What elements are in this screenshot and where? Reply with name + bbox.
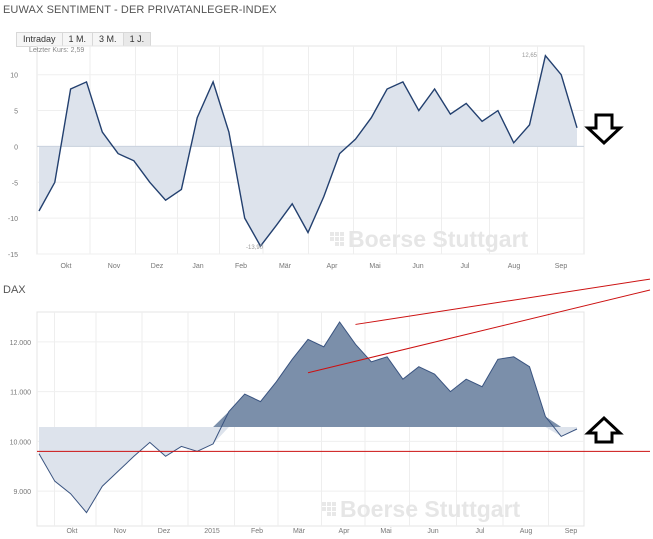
sentiment-watermark: Boerse Stuttgart [330, 226, 529, 252]
watermark-logo-cell [322, 507, 326, 511]
dax-chart-title: DAX [3, 284, 26, 296]
watermark-logo-cell [340, 242, 344, 246]
x-tick-label: Mai [369, 263, 381, 270]
watermark-text: Boerse Stuttgart [340, 496, 521, 522]
trendline [307, 289, 651, 374]
dax-area-below-baseline [39, 427, 577, 513]
y-tick-label: -15 [8, 252, 18, 259]
watermark-logo-cell [332, 502, 336, 506]
dax-line [38, 321, 578, 514]
dax-x-ticks: Okt Nov Dez 2015 Feb Mär Apr Mai Jun Jul Aug Sep [67, 528, 578, 535]
x-tick-label: Okt [61, 263, 72, 270]
x-tick-label: Jun [427, 528, 438, 535]
x-tick-label: Mär [293, 528, 306, 535]
watermark-logo-cell [330, 237, 334, 241]
watermark-logo-cell [332, 507, 336, 511]
watermark-logo-cell [332, 512, 336, 516]
trendline [355, 278, 651, 325]
sentiment-max-label: 12,65 [522, 53, 538, 59]
x-tick-label: Mai [380, 528, 392, 535]
x-tick-label: Apr [327, 263, 339, 270]
sentiment-chart: Boerse Stuttgart Letzter Kurs: 2,59 12,6… [8, 45, 624, 270]
watermark-logo-cell [335, 232, 339, 236]
watermark-logo-cell [322, 502, 326, 506]
dax-watermark: Boerse Stuttgart [322, 496, 521, 522]
x-tick-label: Feb [235, 263, 247, 270]
sentiment-y-ticks: 10 5 0 -5 -10 -15 [8, 73, 18, 259]
dax-trendlines [37, 278, 651, 452]
timeframe-tabs: Intraday 1 M. 3 M. 1 J. [16, 32, 152, 47]
x-tick-label: Dez [158, 528, 171, 535]
y-tick-label: 10.000 [10, 439, 32, 446]
x-tick-label: 2015 [204, 528, 220, 535]
sentiment-min-label: -13,90 [246, 245, 264, 251]
dax-up-arrow [584, 415, 624, 444]
x-tick-label: Jul [461, 263, 470, 270]
y-tick-label: 0 [14, 144, 18, 151]
dax-y-ticks: 12.000 11.000 10.000 9.000 [10, 340, 32, 496]
watermark-logo-cell [330, 232, 334, 236]
x-tick-label: Jan [192, 263, 203, 270]
x-tick-label: Apr [339, 528, 351, 535]
sentiment-last-price-label: Letzter Kurs: 2,59 [29, 47, 84, 54]
y-tick-label: 10 [10, 73, 18, 80]
y-tick-label: -10 [8, 216, 18, 223]
watermark-logo-cell [327, 502, 331, 506]
x-tick-label: Jul [476, 528, 485, 535]
watermark-logo-cell [327, 507, 331, 511]
watermark-text: Boerse Stuttgart [348, 226, 529, 252]
dax-chart: Boerse Stuttgart 12.000 11.000 10.000 9.000… [10, 278, 651, 535]
sentiment-x-ticks: Okt Nov Dez Jan Feb Mär Apr Mai Jun Jul Aug Sep [61, 263, 568, 270]
y-tick-label: 9.000 [13, 489, 31, 496]
x-tick-label: Mär [279, 263, 292, 270]
watermark-logo-cell [327, 512, 331, 516]
y-tick-label: 5 [14, 109, 18, 116]
watermark-logo-cell [340, 237, 344, 241]
x-tick-label: Feb [251, 528, 263, 535]
dax-area-above-baseline [39, 322, 577, 427]
x-tick-label: Dez [151, 263, 164, 270]
x-tick-label: Sep [555, 263, 568, 270]
x-tick-label: Aug [520, 528, 533, 535]
x-tick-label: Okt [67, 528, 78, 535]
watermark-logo-cell [335, 242, 339, 246]
x-tick-label: Jun [412, 263, 423, 270]
y-tick-label: 11.000 [10, 390, 31, 397]
watermark-logo-cell [335, 237, 339, 241]
y-tick-label: -5 [12, 180, 18, 187]
sentiment-down-arrow [584, 113, 624, 146]
watermark-logo-cell [340, 232, 344, 236]
x-tick-label: Aug [508, 263, 521, 270]
sentiment-line [38, 54, 578, 248]
x-tick-label: Sep [565, 528, 578, 535]
x-tick-label: Nov [108, 263, 121, 270]
y-tick-label: 12.000 [10, 340, 32, 347]
sentiment-area [39, 55, 577, 247]
sentiment-chart-title: EUWAX SENTIMENT - DER PRIVATANLEGER-INDE… [3, 4, 277, 16]
x-tick-label: Nov [114, 528, 127, 535]
